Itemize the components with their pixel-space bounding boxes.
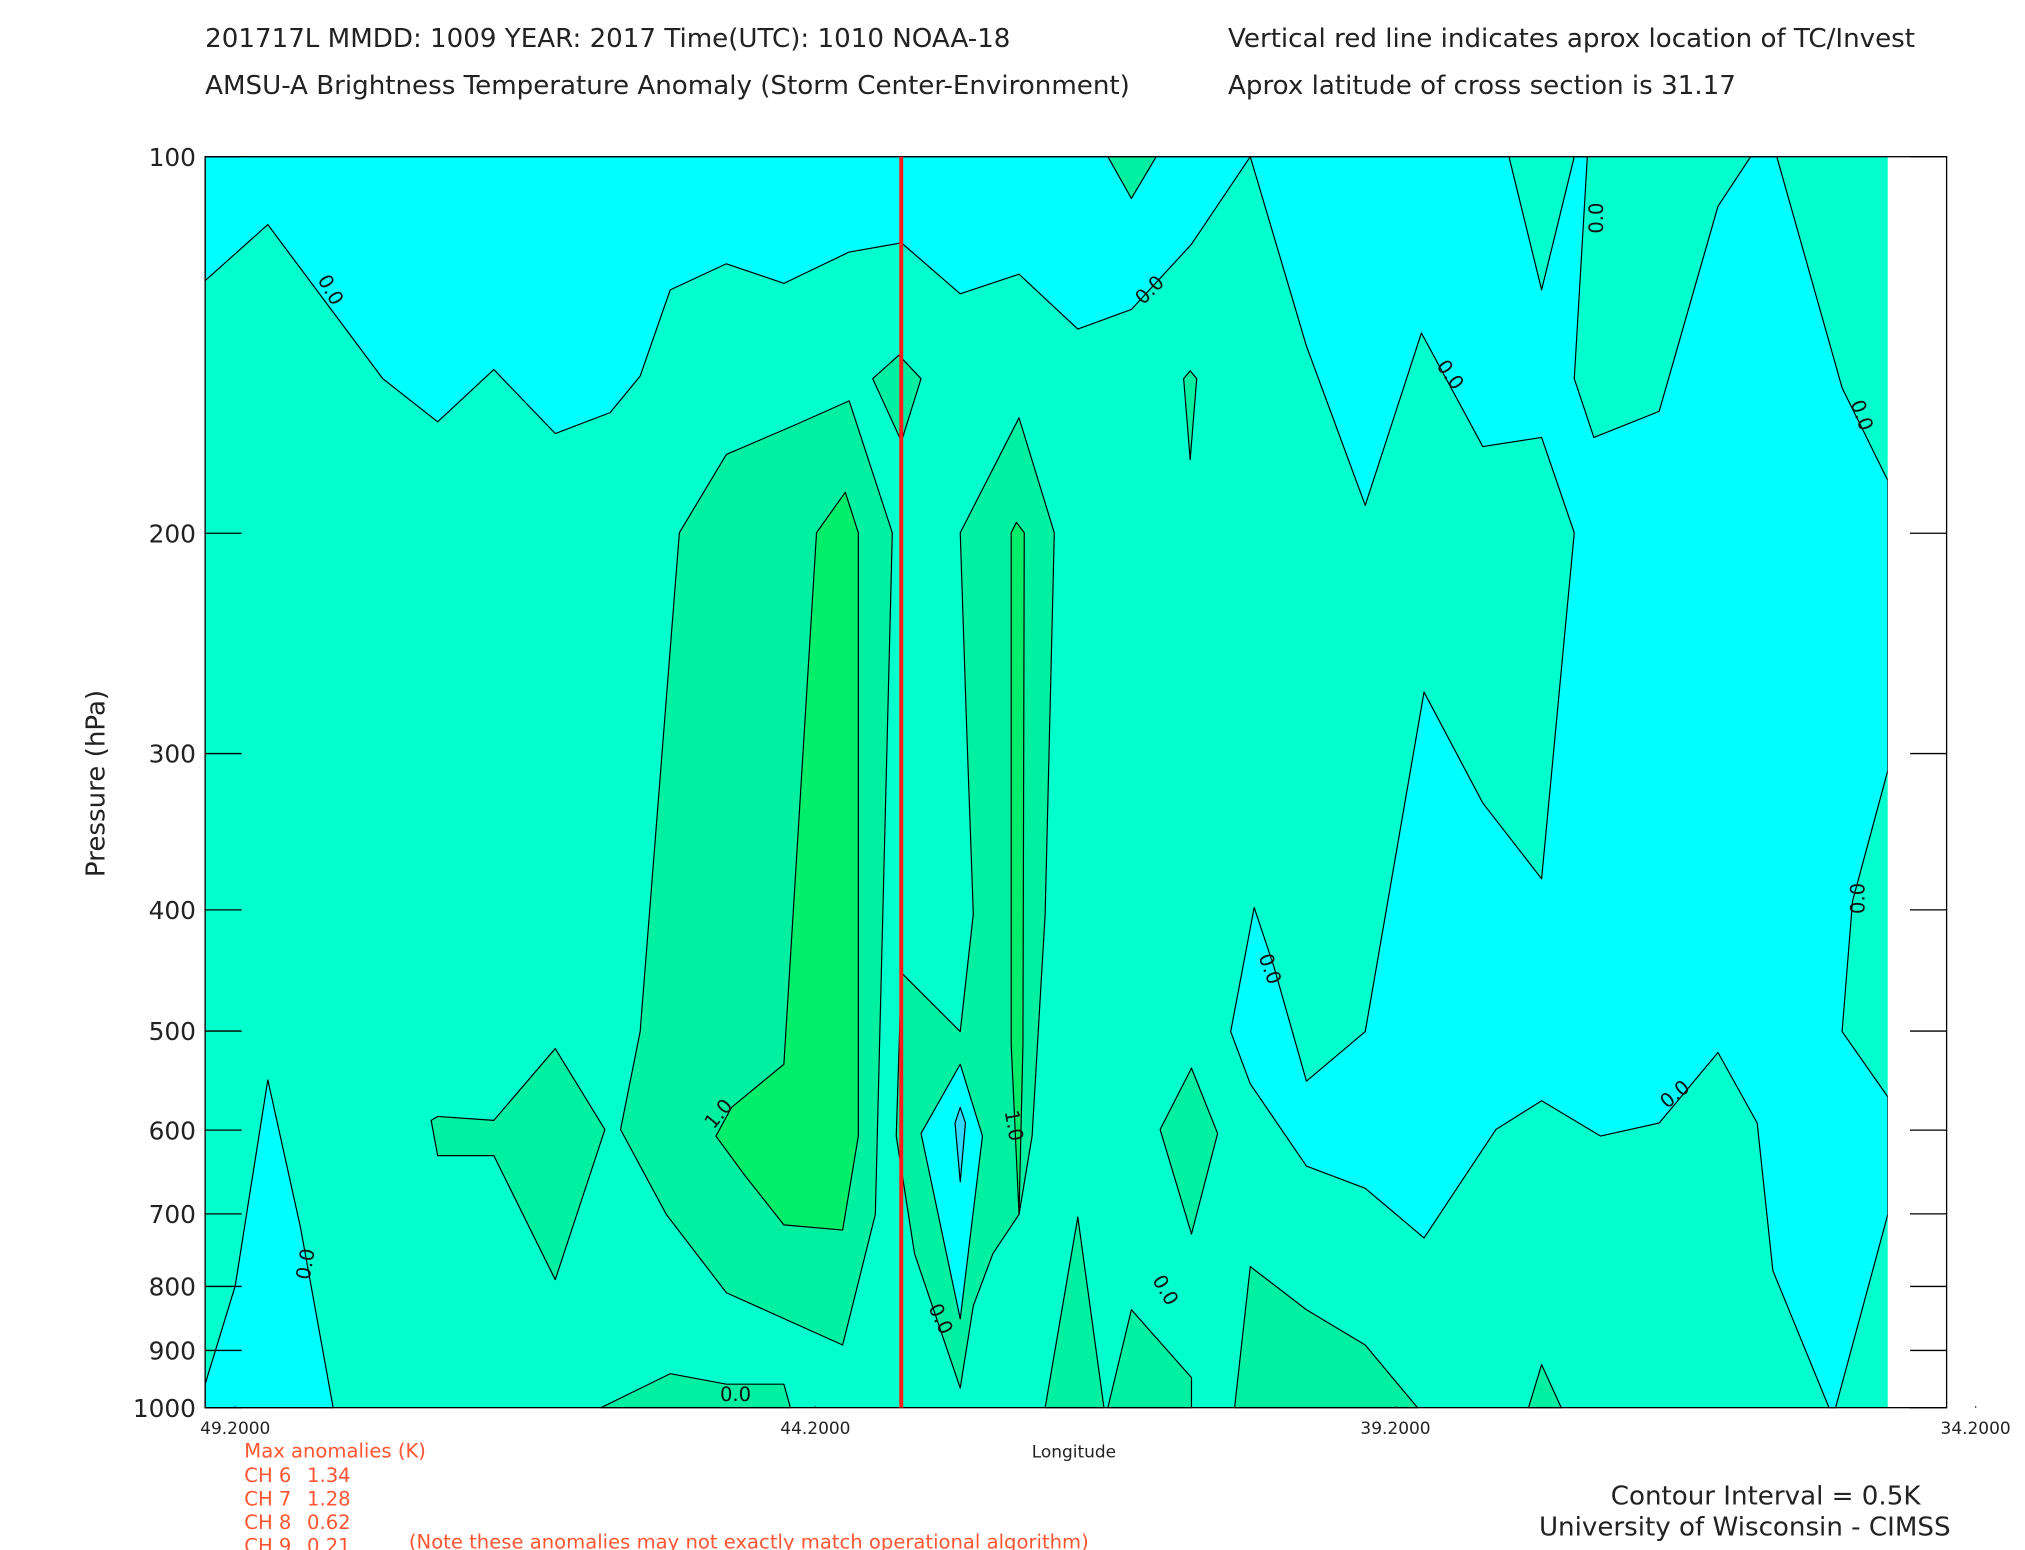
contour-region	[954, 1106, 967, 1183]
contour-region	[715, 491, 859, 1231]
anomalies-title: Max anomalies (K)	[244, 1439, 426, 1462]
y-axis-label: Pressure (hPa)	[82, 690, 112, 877]
note: Vertical red line indicates aprox locati…	[1228, 24, 1915, 54]
y-tick-label: 1000	[133, 1394, 196, 1423]
y-tick-label: 400	[149, 896, 196, 925]
credit: University of Wisconsin - CIMSS	[1539, 1513, 1951, 1543]
anomaly-channel: CH 7	[244, 1488, 291, 1511]
contour-region	[920, 1063, 984, 1320]
x-axis-label: Longitude	[1032, 1442, 1116, 1462]
contour-region	[872, 354, 922, 442]
contour-region	[1159, 1067, 1219, 1235]
y-tick-label: 800	[149, 1273, 196, 1302]
contour-label: 0.0	[1846, 883, 1869, 914]
title-line: 201717L MMDD: 1009 YEAR: 2017 Time(UTC):…	[205, 24, 1010, 54]
contour-region	[1183, 370, 1198, 461]
x-tick-label: 49.2000	[200, 1419, 270, 1439]
y-tick-label: 900	[149, 1337, 196, 1366]
contour-region	[204, 156, 1251, 435]
y-tick-label: 500	[149, 1017, 196, 1046]
x-tick-label: 39.2000	[1360, 1419, 1430, 1439]
title-line: AMSU-A Brightness Temperature Anomaly (S…	[205, 71, 1130, 101]
anomaly-value: 0.21	[307, 1535, 351, 1550]
y-tick-label: 300	[149, 740, 196, 769]
anomaly-channel: CH 9	[244, 1535, 291, 1550]
contour-label: 0.0	[1585, 203, 1608, 234]
y-tick-label: 700	[149, 1200, 196, 1229]
plot-area: 0.0 0.00.00.00.00.00.00.00.00.00.00.01.0 1…	[204, 156, 1947, 1409]
x-tick-label: 34.2000	[1941, 1419, 2011, 1439]
contour-label: 1.0	[1000, 1108, 1028, 1143]
y-tick-label: 100	[149, 143, 196, 172]
contour-interval: Contour Interval = 0.5K	[1611, 1481, 1922, 1511]
anomaly-channel: CH 6	[244, 1464, 291, 1487]
contour-region	[430, 1047, 606, 1281]
anomaly-value: 0.62	[307, 1511, 351, 1534]
anomaly-value: 1.28	[307, 1488, 351, 1511]
y-tick-label: 200	[149, 519, 196, 548]
note: Aprox latitude of cross section is 31.17	[1228, 71, 1736, 101]
anomaly-channel: CH 8	[244, 1511, 291, 1534]
x-tick-label: 44.2000	[780, 1419, 850, 1439]
contour-label: 0.0	[292, 1247, 320, 1282]
anomalies-note: (Note these anomalies may not exactly ma…	[409, 1531, 1089, 1550]
anomaly-value: 1.34	[307, 1464, 351, 1487]
contour-label: 0.0	[720, 1383, 751, 1406]
no-data-strip	[1887, 156, 1947, 1408]
contour-region	[1230, 156, 1889, 1409]
plot-frame	[204, 156, 1948, 1409]
y-tick-label: 600	[149, 1116, 196, 1145]
contour-region	[1010, 521, 1025, 1215]
